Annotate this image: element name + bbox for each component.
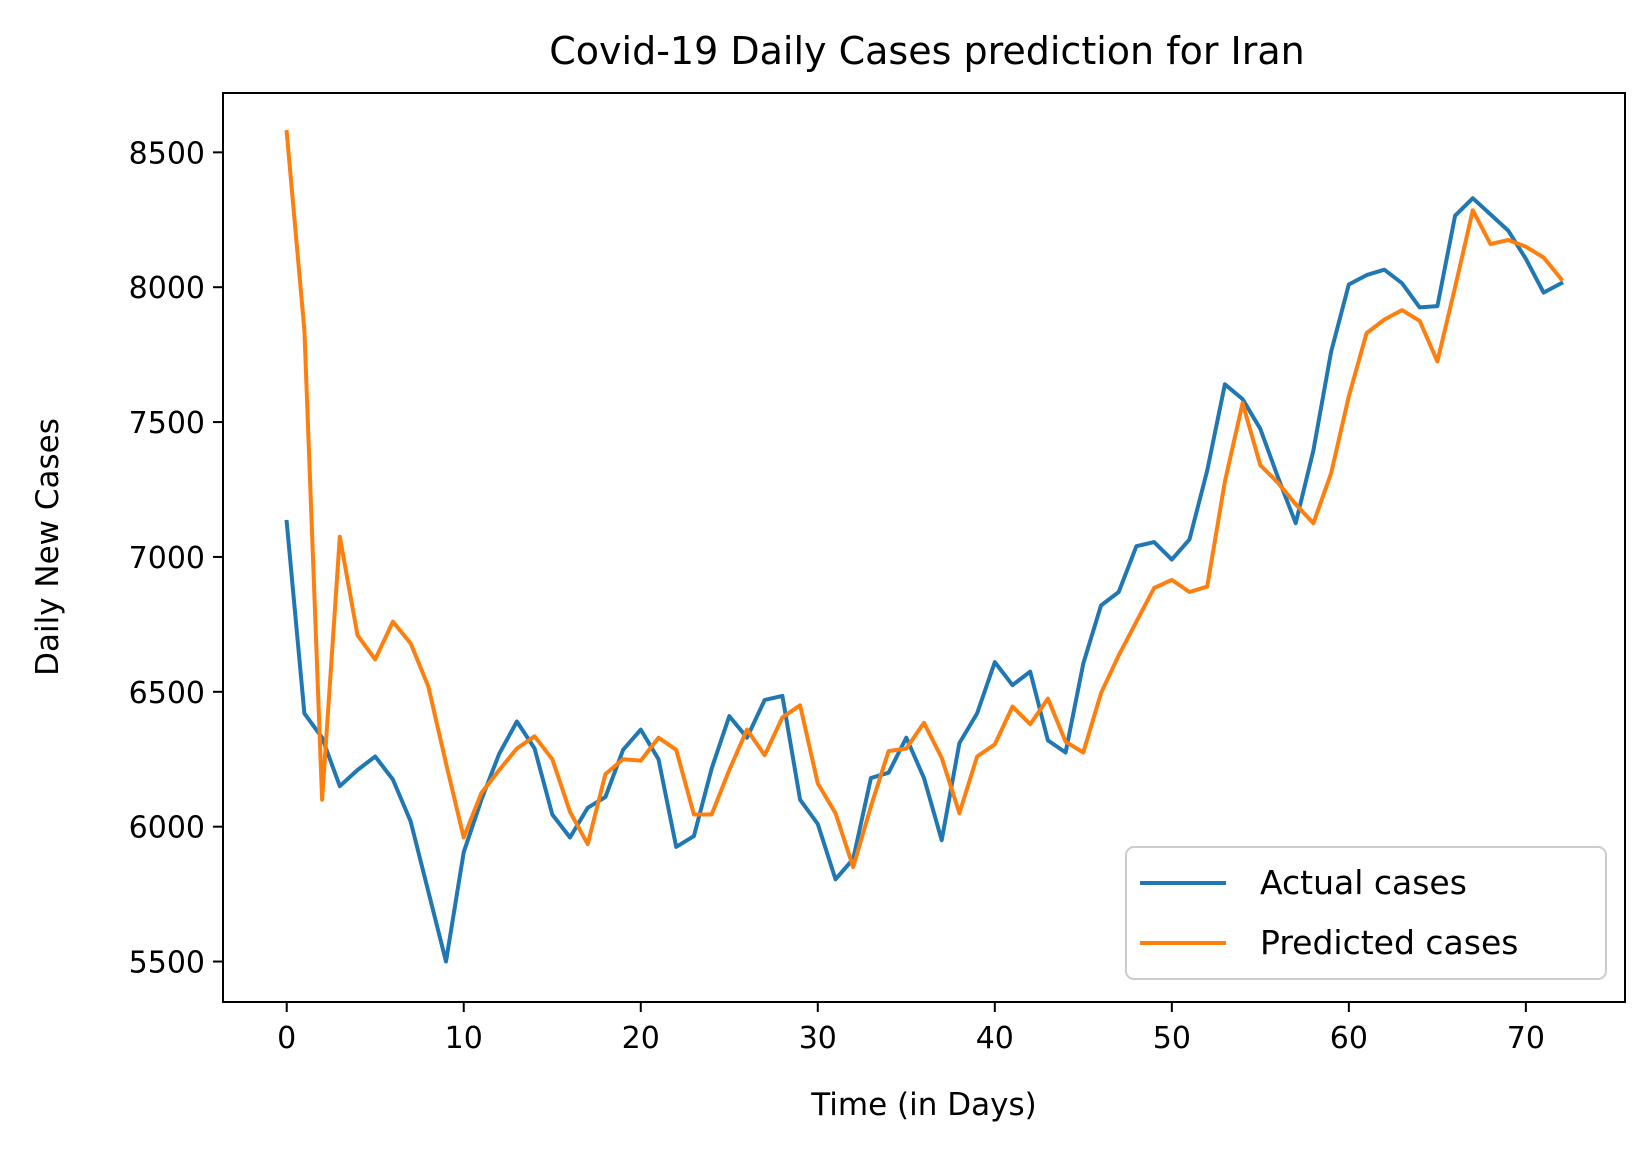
x-tick-label: 10 [445, 1021, 483, 1056]
x-tick-label: 20 [622, 1021, 660, 1056]
x-tick-label: 70 [1507, 1021, 1545, 1056]
y-tick-label: 5500 [129, 946, 205, 981]
y-tick-label: 8500 [129, 136, 205, 171]
y-tick-label: 8000 [129, 271, 205, 306]
y-axis-ticks: 5500 6000 6500 7000 7500 8000 8500 [129, 136, 223, 981]
y-tick-label: 6000 [129, 811, 205, 846]
series-line-actual-cases [284, 196, 1565, 964]
x-tick-label: 30 [799, 1021, 837, 1056]
legend: Actual cases Predicted cases [1125, 846, 1607, 980]
y-tick-label: 7500 [129, 406, 205, 441]
chart-title: Covid-19 Daily Cases prediction for Iran [549, 29, 1304, 73]
x-axis-ticks: 0 10 20 30 40 50 60 70 [277, 1002, 1545, 1056]
x-tick-label: 0 [277, 1021, 296, 1056]
plot-frame [222, 92, 1626, 1003]
legend-box [1125, 846, 1607, 980]
y-tick-label: 7000 [129, 541, 205, 576]
legend-label-actual: Actual cases [1260, 863, 1467, 902]
x-axis-label: Time (in Days) [810, 1087, 1036, 1123]
x-tick-label: 60 [1330, 1021, 1368, 1056]
legend-label-predicted: Predicted cases [1260, 923, 1518, 962]
y-axis-label: Daily New Cases [30, 418, 66, 676]
x-tick-label: 40 [976, 1021, 1014, 1056]
x-tick-label: 50 [1153, 1021, 1191, 1056]
y-tick-label: 6500 [129, 676, 205, 711]
series-line-predicted-cases [284, 129, 1565, 870]
series-layer [284, 129, 1565, 964]
